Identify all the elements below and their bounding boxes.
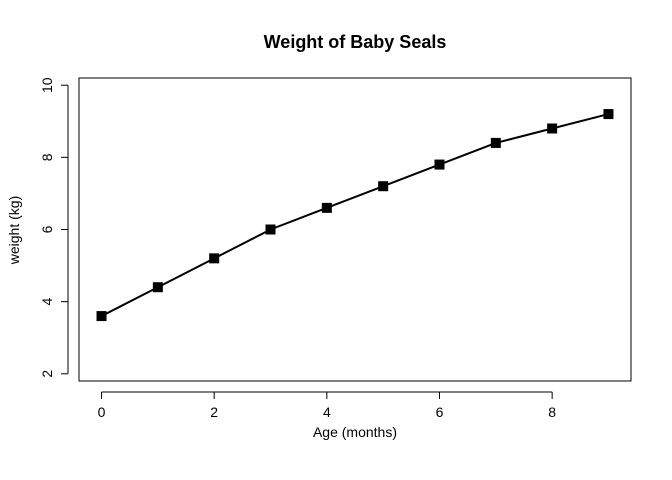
data-point	[490, 137, 501, 148]
data-point	[547, 123, 558, 134]
data-point	[152, 282, 163, 293]
series-layer	[96, 109, 614, 322]
data-point	[378, 181, 389, 192]
y-tick-label: 2	[39, 370, 55, 378]
y-tick-label: 6	[39, 225, 55, 233]
y-tick-label: 8	[39, 153, 55, 161]
y-tick-label: 10	[39, 77, 55, 93]
data-point	[209, 253, 220, 264]
x-tick-label: 2	[210, 404, 218, 420]
x-axis-label: Age (months)	[313, 424, 397, 440]
x-tick-label: 0	[98, 404, 106, 420]
y-axis-label: weight (kg)	[6, 196, 22, 265]
x-tick-label: 4	[323, 404, 331, 420]
x-tick-label: 6	[436, 404, 444, 420]
series-line	[101, 113, 609, 317]
x-axis: 0 2 4 6 8	[98, 391, 556, 420]
plot-area-frame	[78, 77, 632, 382]
y-tick-label: 4	[39, 298, 55, 306]
y-axis: 2 4 6 8 10	[39, 77, 69, 378]
x-tick-label: 8	[548, 404, 556, 420]
data-point	[434, 159, 445, 170]
chart-title: Weight of Baby Seals	[264, 32, 447, 52]
data-point	[265, 224, 276, 235]
data-point	[321, 202, 332, 213]
data-point	[96, 311, 107, 322]
data-point	[603, 109, 614, 120]
